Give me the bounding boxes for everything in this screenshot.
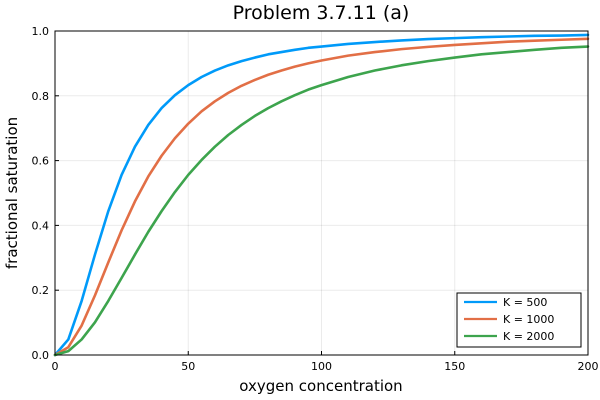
x-tick-label: 0 [52,360,59,373]
series-line-3 [53,45,590,357]
y-tick-label: 0.2 [32,284,50,297]
x-axis-label: oxygen concentration [239,377,402,395]
y-tick-label: 0.8 [32,90,50,103]
y-tick-label: 1.0 [32,25,50,38]
series-line-2 [53,37,590,357]
y-tick-label: 0.6 [32,155,50,168]
chart-title: Problem 3.7.11 (a) [233,2,410,24]
legend-label-2: K = 1000 [503,313,554,326]
x-tick-label: 50 [181,360,195,373]
x-tick-label: 100 [311,360,332,373]
ticks: 0 50 100 150 200 0.0 0.2 0.4 0.6 0.8 1.0 [32,25,599,373]
y-tick-label: 0.4 [32,219,50,232]
legend-label-3: K = 2000 [503,330,554,343]
x-tick-label: 150 [444,360,465,373]
x-tick-label: 200 [578,360,599,373]
y-axis-label: fractional saturation [3,117,21,269]
y-tick-label: 0.0 [32,349,50,362]
legend: K = 500 K = 1000 K = 2000 [456,292,582,348]
series-group [53,33,590,357]
series-line-1 [53,33,590,357]
legend-label-1: K = 500 [503,296,547,309]
